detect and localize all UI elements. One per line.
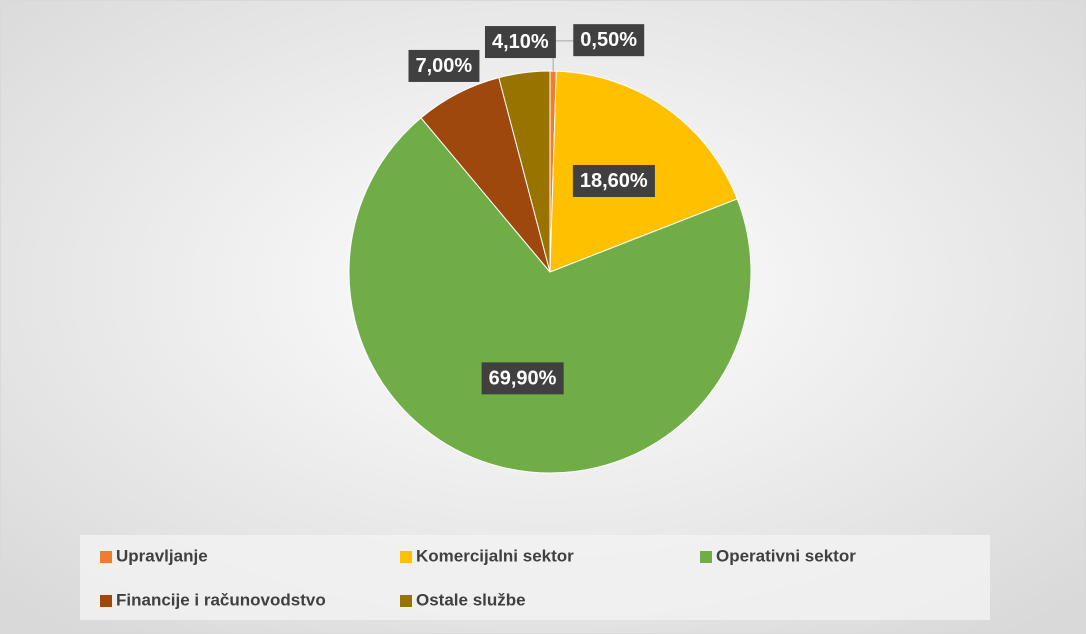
data-label-group: 4,10% bbox=[484, 26, 556, 59]
data-label: 18,60% bbox=[580, 170, 648, 192]
legend-label: Upravljanje bbox=[116, 546, 208, 565]
data-label: 4,10% bbox=[492, 31, 549, 53]
legend-marker bbox=[100, 551, 112, 563]
pie-slice bbox=[348, 117, 752, 474]
data-label-box bbox=[573, 24, 645, 57]
legend-marker bbox=[400, 551, 412, 563]
legend-label: Financije i računovodstvo bbox=[116, 590, 326, 609]
legend-label: Komercijalni sektor bbox=[416, 546, 574, 565]
data-label-group: 7,00% bbox=[408, 49, 480, 82]
data-label-box bbox=[572, 164, 655, 197]
legend-background bbox=[80, 535, 990, 620]
data-label: 0,50% bbox=[580, 29, 637, 51]
data-label-group: 18,60% bbox=[572, 164, 655, 197]
legend-marker bbox=[700, 551, 712, 563]
data-label-box bbox=[481, 362, 564, 395]
data-label: 7,00% bbox=[416, 55, 473, 77]
pie-slice bbox=[498, 70, 551, 273]
data-label: 69,90% bbox=[489, 367, 557, 389]
legend-marker bbox=[400, 595, 412, 607]
data-label-group: 0,50% bbox=[573, 24, 645, 57]
data-label-box bbox=[484, 26, 556, 59]
legend-label: Ostale službe bbox=[416, 590, 526, 609]
data-label-box bbox=[408, 49, 480, 82]
data-label-group: 69,90% bbox=[481, 362, 564, 395]
legend-label: Operativni sektor bbox=[716, 546, 856, 565]
legend-marker bbox=[100, 595, 112, 607]
